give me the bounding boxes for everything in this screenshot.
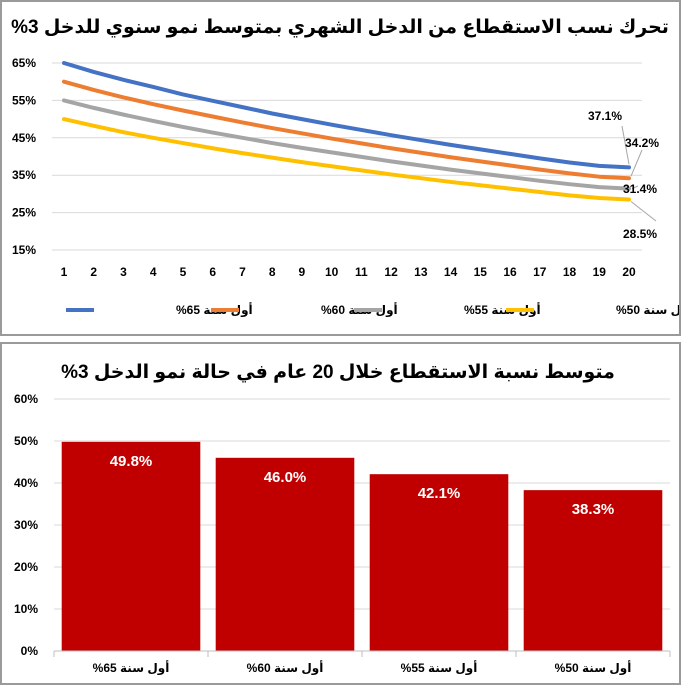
x-tick-label: 13 (414, 265, 428, 279)
y-tick-label: 20% (14, 560, 38, 574)
y-tick-label: 25% (12, 206, 36, 220)
y-tick-label: 30% (14, 518, 38, 532)
x-tick-label: 5 (180, 265, 187, 279)
series-line (62, 98, 631, 191)
y-tick-label: 50% (14, 434, 38, 448)
data-label: 42.1% (418, 485, 461, 502)
data-label: 31.4% (623, 182, 657, 196)
x-tick-label: 15 (474, 265, 488, 279)
x-tick-label: 20 (622, 265, 636, 279)
x-tick-label: 10 (325, 265, 339, 279)
data-label: 37.1% (588, 109, 622, 123)
leader-line (630, 201, 657, 222)
x-tick-label: 14 (444, 265, 458, 279)
data-label: 38.3% (572, 501, 615, 518)
chart-title: تحرك نسب الاستقطاع من الدخل الشهري بمتوس… (11, 17, 669, 39)
y-tick-label: 60% (14, 392, 38, 406)
x-tick-label: 12 (384, 265, 398, 279)
leader-line (630, 149, 643, 177)
y-tick-label: 10% (14, 602, 38, 616)
y-tick-label: 35% (12, 168, 36, 182)
x-tick-label: 4 (150, 265, 157, 279)
x-tick-label: 3 (120, 265, 127, 279)
legend-label: أول سنة 55% (464, 302, 541, 318)
x-tick-label: 1 (61, 265, 68, 279)
x-tick-label: 11 (355, 265, 368, 279)
data-label: 34.2% (625, 136, 659, 150)
x-tick-label: 8 (269, 265, 276, 279)
x-tick-label: 7 (239, 265, 246, 279)
x-tick-label: أول سنة 60% (247, 660, 324, 676)
y-tick-label: 45% (12, 131, 36, 145)
x-tick-label: أول سنة 50% (555, 660, 632, 676)
series-line (62, 117, 631, 202)
y-tick-label: 15% (12, 243, 36, 257)
x-tick-label: أول سنة 65% (93, 660, 170, 676)
y-tick-label: 40% (14, 476, 38, 490)
x-tick-label: 6 (209, 265, 216, 279)
y-tick-label: 55% (12, 93, 36, 107)
leader-line (631, 185, 639, 190)
chart-title: متوسط نسبة الاستقطاع خلال 20 عام في حالة… (61, 362, 615, 383)
bar (61, 441, 201, 651)
x-tick-label: أول سنة 55% (401, 660, 478, 676)
y-tick-label: 0% (21, 644, 39, 658)
series-line (62, 79, 631, 181)
x-tick-label: 17 (533, 265, 547, 279)
x-tick-label: 9 (299, 265, 306, 279)
leader-line (621, 125, 630, 165)
line-chart: تحرك نسب الاستقطاع من الدخل الشهري بمتوس… (11, 17, 681, 318)
series-line (62, 61, 631, 170)
bar-chart: متوسط نسبة الاستقطاع خلال 20 عام في حالة… (14, 362, 671, 676)
data-label: 28.5% (623, 227, 657, 241)
data-label: 46.0% (264, 469, 307, 486)
bar (523, 490, 663, 651)
x-tick-label: 16 (503, 265, 517, 279)
x-tick-label: 18 (563, 265, 577, 279)
bar (369, 474, 509, 651)
y-tick-label: 65% (12, 56, 36, 70)
x-tick-label: 19 (593, 265, 607, 279)
x-tick-label: 2 (90, 265, 97, 279)
bar-chart-panel: متوسط نسبة الاستقطاع خلال 20 عام في حالة… (0, 342, 681, 685)
line-chart-panel: تحرك نسب الاستقطاع من الدخل الشهري بمتوس… (0, 0, 681, 336)
legend-label: أول سنة 50% (616, 302, 679, 318)
bar (215, 457, 355, 651)
data-label: 49.8% (110, 453, 153, 470)
